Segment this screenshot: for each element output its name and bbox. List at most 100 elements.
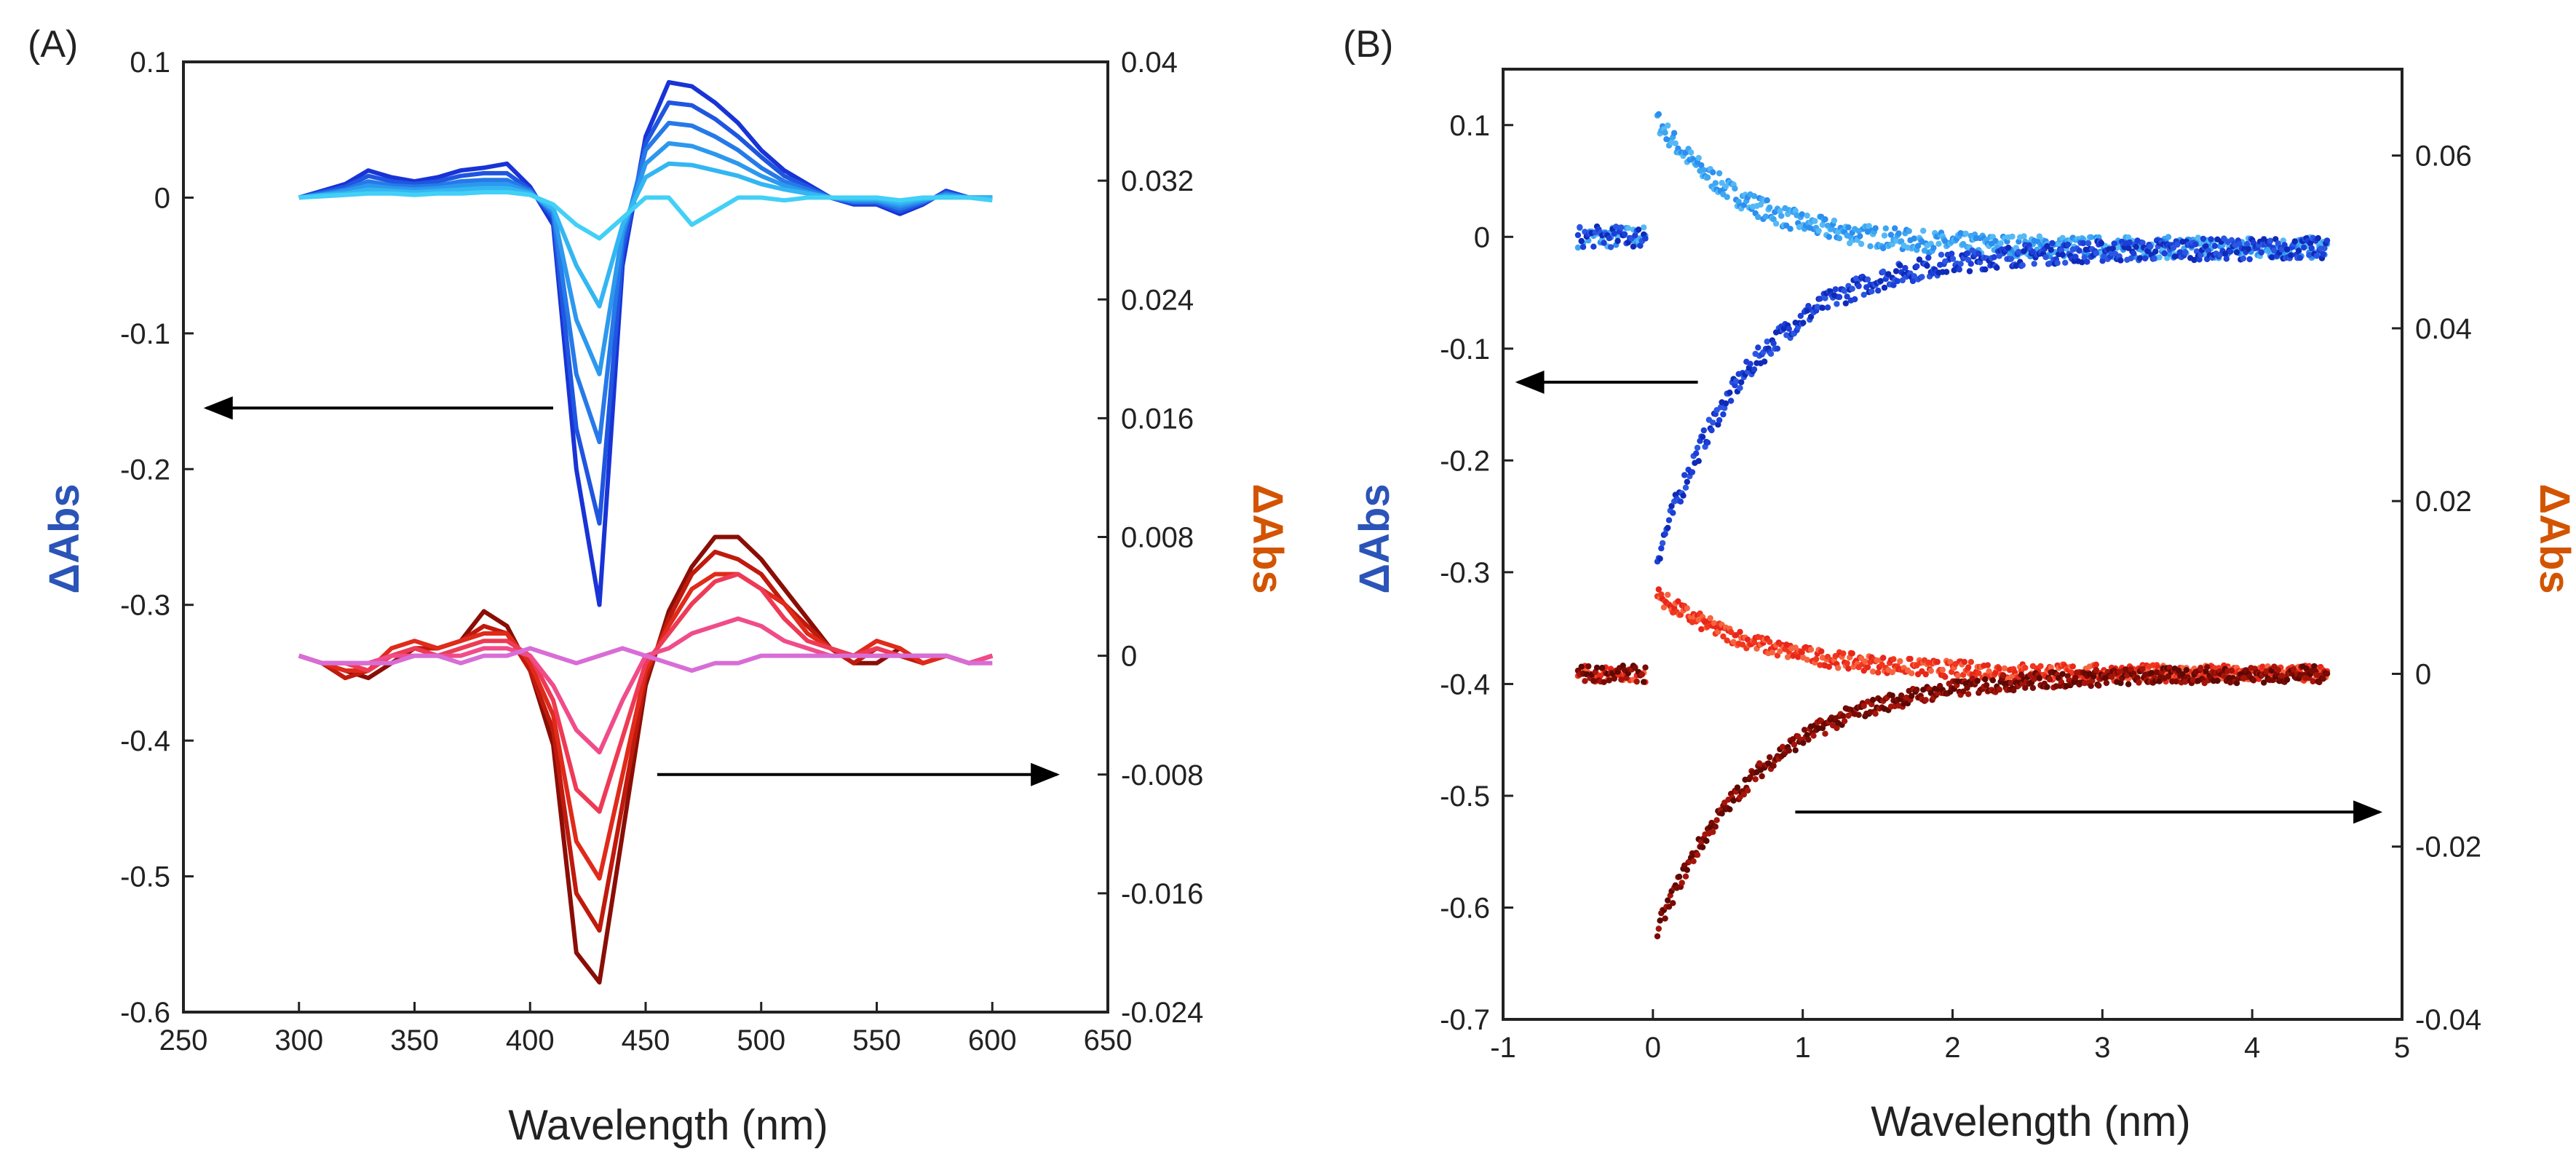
panel-b-data-point <box>2046 676 2053 683</box>
panel-b-data-point <box>1919 274 1925 280</box>
panel-b-data-point <box>2141 255 2149 262</box>
panel-b-data-point <box>1964 684 1970 691</box>
panel-b-data-point <box>1635 226 1642 233</box>
panel-b-data-point <box>2009 233 2016 240</box>
panel-b-data-point <box>1633 678 1640 685</box>
panel-b-data-point <box>1954 672 1962 679</box>
panel-b-data-point <box>1852 296 1858 303</box>
panel-b-data-point <box>1711 620 1718 627</box>
panel-b-data-point <box>1804 212 1810 219</box>
panel-b-data-point <box>1747 774 1753 781</box>
panel-b-data-point <box>1855 283 1862 290</box>
panel-b-x-tick-label: 2 <box>1944 1032 1960 1064</box>
panel-b-data-point <box>1704 174 1711 181</box>
panel-b-data-point <box>2200 235 2207 242</box>
panel-b-data-point <box>1991 254 1997 261</box>
panel-b-data-point <box>2161 250 2168 257</box>
panel-b-data-point <box>1654 933 1661 940</box>
panel-b-data-point <box>2001 665 2008 672</box>
panel-a-red-series-line-2 <box>298 549 994 933</box>
panel-a-y-right-tick-label: -0.016 <box>1121 878 1203 910</box>
panel-b-data-point <box>1668 502 1675 510</box>
panel-a-x-tick-label: 550 <box>852 1024 901 1057</box>
panel-b-data-point <box>1845 666 1852 672</box>
panel-b-data-point <box>2236 240 2243 248</box>
panel-a-blue-series-line-1 <box>298 80 993 607</box>
panel-b-data-point <box>1834 724 1840 732</box>
panel-a-chart: (A) ΔAbs ΔAbs Wavelength (nm) 250 300 350 4… <box>28 23 1291 1149</box>
panel-b-data-point <box>1845 224 1852 231</box>
panel-b-data-point <box>1812 655 1820 663</box>
panel-b-data-point <box>1797 312 1804 319</box>
panel-b-data-point <box>1947 659 1954 666</box>
panel-b-x-tick-label: 0 <box>1645 1032 1661 1064</box>
panel-b-data-point <box>2275 240 2281 247</box>
panel-b-data-point <box>1662 531 1668 537</box>
panel-b-data-point <box>2064 241 2071 248</box>
panel-b-data-point <box>2027 671 2034 678</box>
panel-b-data-point <box>1632 665 1638 671</box>
panel-b-data-point <box>1700 167 1707 173</box>
panel-b-data-point <box>1922 671 1929 678</box>
panel-b-data-point <box>2099 258 2106 264</box>
panel-b-data-point <box>1895 230 1902 237</box>
panel-b-data-point <box>1866 223 1872 229</box>
panel-b-data-point <box>2019 262 2026 269</box>
panel-b-data-point <box>2059 671 2066 677</box>
panel-b-data-point <box>1907 655 1914 663</box>
panel-b-data-point <box>1805 303 1812 309</box>
panel-b-data-point <box>1721 405 1728 411</box>
panel-b-data-point <box>1671 130 1678 136</box>
panel-b-data-point <box>2156 254 2163 261</box>
panel-b-data-point <box>1662 130 1668 136</box>
panel-b-data-point <box>2018 671 2025 678</box>
panel-b-data-point <box>2072 253 2079 260</box>
panel-b-data-point <box>1730 797 1737 804</box>
panel-b-data-point <box>2136 679 2142 686</box>
panel-b-data-point <box>1681 472 1688 478</box>
panel-b-data-point <box>1712 180 1719 186</box>
panel-b-data-point <box>2128 255 2134 261</box>
panel-b-data-point <box>1695 458 1702 465</box>
panel-b-data-point <box>1637 242 1644 249</box>
panel-b-data-point <box>2111 240 2117 247</box>
panel-b-data-point <box>2275 667 2281 674</box>
panel-b-y-left-tick-label: -0.4 <box>1440 668 1490 700</box>
panel-b-data-point <box>1772 220 1780 227</box>
panel-b-data-point <box>1868 288 1875 295</box>
panel-b-data-point <box>2250 677 2257 684</box>
panel-b-data-point <box>1732 185 1738 192</box>
panel-b-data-point <box>1965 691 1972 698</box>
panel-b-data-point <box>1889 692 1895 699</box>
panel-b-data-point <box>1611 675 1617 682</box>
panel-b-data-point <box>1689 469 1696 475</box>
panel-b-data-point <box>1849 285 1855 292</box>
panel-b-y-right-tick-label: 0.02 <box>2415 486 2472 518</box>
panel-b-data-point <box>1764 197 1770 204</box>
panel-b-data-point <box>1660 604 1668 611</box>
panel-b-data-point <box>1916 256 1923 263</box>
panel-b-data-point <box>1682 484 1689 491</box>
panel-b-data-point <box>2031 261 2037 267</box>
panel-b-data-point <box>1727 398 1735 404</box>
panel-b-data-point <box>1704 439 1711 446</box>
panel-b-data-point <box>2059 251 2066 258</box>
panel-b-data-point <box>2288 252 2294 258</box>
panel-b-data-point <box>1818 648 1825 655</box>
panel-b-data-point <box>1670 510 1676 516</box>
panel-b-data-point <box>2088 682 2094 690</box>
panel-b-data-point <box>1786 747 1792 754</box>
panel-b-data-point <box>1787 226 1794 232</box>
panel-b-data-point <box>1677 498 1684 505</box>
panel-b-data-point <box>1914 242 1922 249</box>
panel-b-data-point <box>1841 718 1848 724</box>
panel-b-data-point <box>2183 667 2189 674</box>
panel-b-data-point <box>1975 670 1982 676</box>
panel-b-y-left-tick-label: 0.1 <box>1449 110 1490 142</box>
panel-b-x-tick-label: 5 <box>2394 1032 2410 1064</box>
panel-b-data-point <box>1739 641 1746 648</box>
panel-b-data-point <box>1658 591 1665 598</box>
panel-b-data-point <box>1962 230 1969 237</box>
panel-b-data-point <box>1641 224 1647 231</box>
panel-b-data-point <box>2295 248 2302 254</box>
